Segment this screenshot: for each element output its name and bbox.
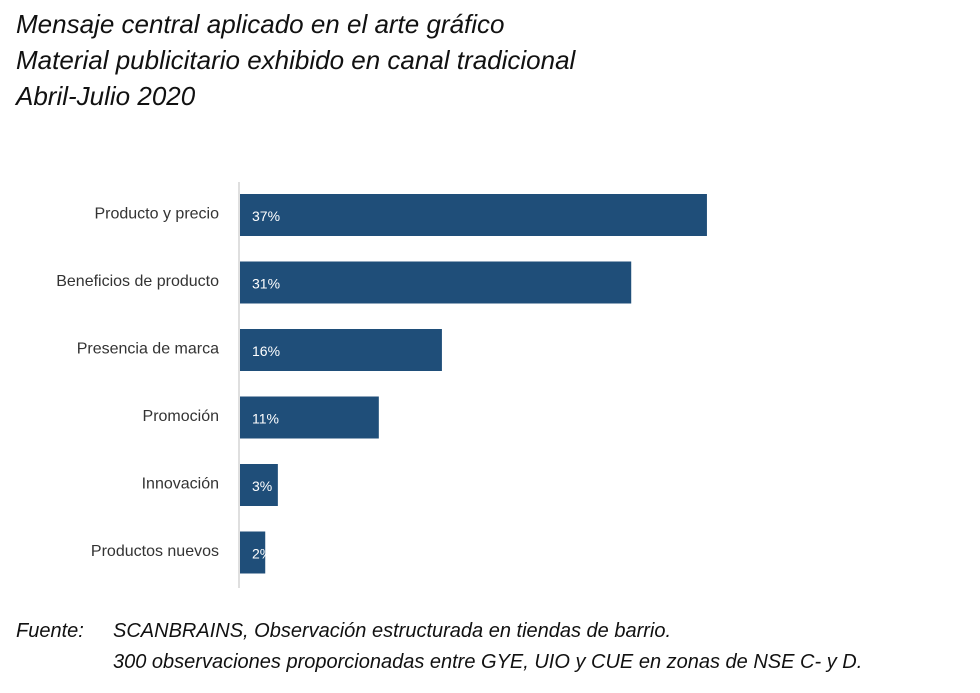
category-label: Innovación — [142, 476, 219, 493]
source-label: Fuente: — [16, 620, 84, 642]
data-label: 3% — [252, 478, 272, 494]
source-line-2: 300 observaciones proporcionadas entre G… — [113, 651, 863, 673]
bar — [240, 464, 278, 506]
category-label: Producto y precio — [94, 206, 219, 223]
bar — [240, 396, 379, 439]
category-label: Promoción — [143, 408, 219, 425]
category-label: Productos nuevos — [91, 543, 219, 560]
category-label: Presencia de marca — [77, 341, 219, 358]
bars-layer: Producto y precio 37% Beneficios de produc… — [56, 194, 707, 574]
bar — [240, 329, 442, 371]
data-label: 37% — [252, 208, 280, 224]
data-label: 31% — [252, 276, 280, 292]
data-label: 2% — [252, 546, 272, 562]
data-label: 11% — [252, 411, 279, 427]
category-label: Beneficios de producto — [56, 273, 219, 290]
bar-chart: Producto y precio 37% Beneficios de produc… — [56, 182, 707, 588]
chart-title: Mensaje central aplicado en el arte gráf… — [16, 6, 575, 114]
bar — [240, 194, 707, 236]
bar — [240, 531, 266, 574]
bar — [240, 261, 632, 304]
title-line-3: Abril-Julio 2020 — [16, 81, 196, 111]
title-line-2: Material publicitario exhibido en canal … — [16, 45, 576, 75]
title-line-1: Mensaje central aplicado en el arte gráf… — [16, 9, 505, 39]
source-note: Fuente: SCANBRAINS, Observación estructur… — [16, 616, 862, 678]
source-line-1: SCANBRAINS, Observación estructurada en … — [113, 620, 672, 642]
data-label: 16% — [252, 343, 280, 359]
